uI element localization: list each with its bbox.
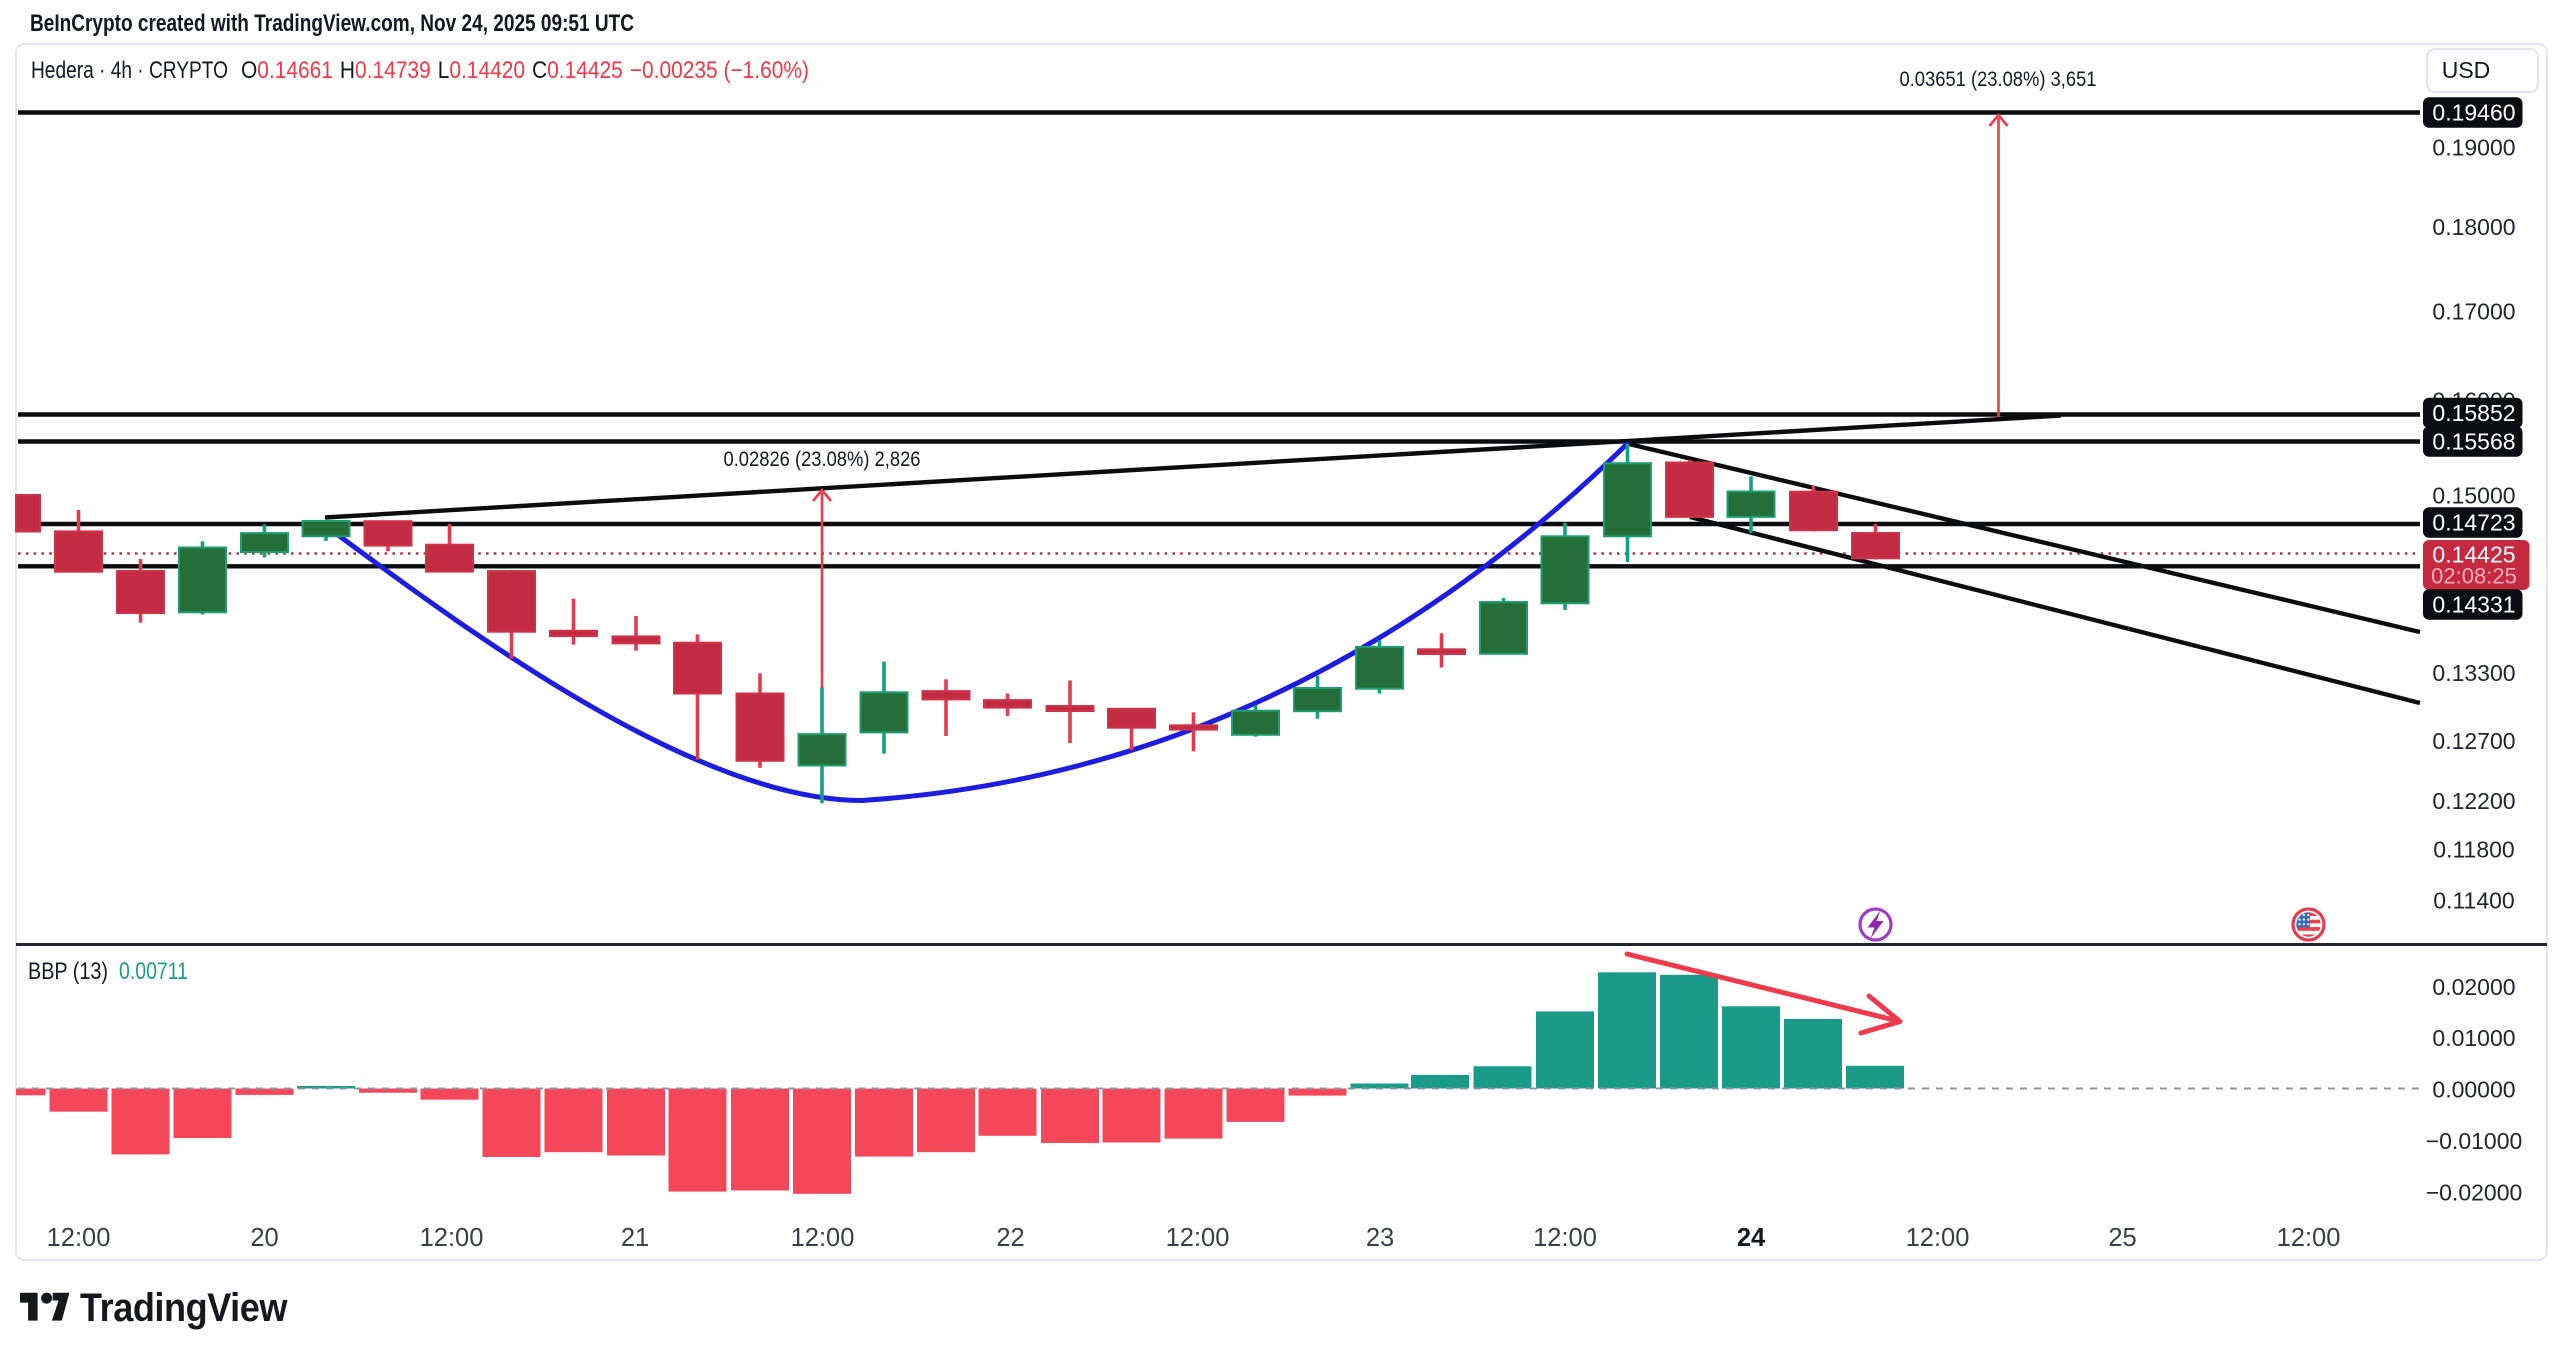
svg-text:0.00711: 0.00711: [119, 958, 188, 985]
svg-text:0.14723: 0.14723: [2432, 510, 2515, 536]
svg-text:25: 25: [2108, 1224, 2136, 1252]
svg-text:0.19000: 0.19000: [2432, 134, 2515, 160]
svg-text:12:00: 12:00: [1906, 1224, 1970, 1252]
svg-text:Hedera · 4h · CRYPTO: Hedera · 4h · CRYPTO: [31, 57, 228, 84]
svg-text:−0.02000: −0.02000: [2426, 1179, 2523, 1205]
svg-text:21: 21: [621, 1224, 649, 1252]
svg-text:BeInCrypto created with Tradin: BeInCrypto created with TradingView.com,…: [30, 10, 634, 37]
svg-text:0.14425: 0.14425: [2432, 542, 2515, 568]
svg-text:BBP (13): BBP (13): [28, 958, 108, 985]
svg-text:0.00000: 0.00000: [2432, 1077, 2515, 1103]
svg-text:0.15568: 0.15568: [2432, 429, 2515, 455]
svg-text:0.11400: 0.11400: [2433, 888, 2514, 914]
svg-text:0.11800: 0.11800: [2433, 837, 2514, 863]
svg-text:12:00: 12:00: [420, 1224, 484, 1252]
svg-text:0.13300: 0.13300: [2432, 660, 2515, 686]
svg-text:02:08:25: 02:08:25: [2431, 564, 2517, 589]
svg-text:TradingView: TradingView: [80, 1286, 288, 1330]
svg-text:0.02000: 0.02000: [2432, 974, 2515, 1000]
svg-text:0.15000: 0.15000: [2432, 483, 2515, 509]
svg-text:0.12700: 0.12700: [2432, 728, 2515, 754]
svg-text:0.12200: 0.12200: [2432, 788, 2515, 814]
svg-text:0.03651 (23.08%) 3,651: 0.03651 (23.08%) 3,651: [1900, 68, 2097, 91]
svg-text:USD: USD: [2442, 57, 2491, 83]
svg-text:12:00: 12:00: [47, 1224, 111, 1252]
svg-text:0.02826 (23.08%) 2,826: 0.02826 (23.08%) 2,826: [724, 448, 921, 471]
svg-text:0.15852: 0.15852: [2432, 400, 2515, 426]
svg-text:0.14331: 0.14331: [2432, 592, 2515, 618]
svg-text:0.01000: 0.01000: [2432, 1025, 2515, 1051]
svg-text:12:00: 12:00: [1533, 1224, 1597, 1252]
svg-text:12:00: 12:00: [791, 1224, 855, 1252]
svg-text:20: 20: [250, 1224, 278, 1252]
svg-text:0.18000: 0.18000: [2432, 214, 2515, 240]
svg-text:0.17000: 0.17000: [2432, 298, 2515, 324]
svg-text:22: 22: [996, 1224, 1024, 1252]
svg-text:23: 23: [1366, 1224, 1394, 1252]
svg-text:O0.14661H0.14739L0.14420C0.144: O0.14661H0.14739L0.14420C0.14425−0.00235…: [241, 57, 809, 84]
svg-text:24: 24: [1737, 1224, 1766, 1252]
svg-text:12:00: 12:00: [2277, 1224, 2341, 1252]
svg-text:0.19460: 0.19460: [2432, 100, 2515, 126]
svg-text:−0.01000: −0.01000: [2426, 1128, 2523, 1154]
svg-text:12:00: 12:00: [1166, 1224, 1230, 1252]
